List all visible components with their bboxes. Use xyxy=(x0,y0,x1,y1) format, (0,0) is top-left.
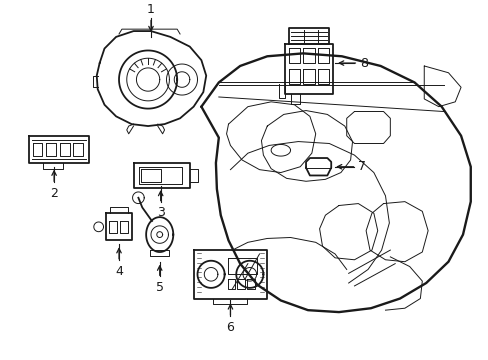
Text: 4: 4 xyxy=(115,265,122,278)
Text: 5: 5 xyxy=(155,281,163,294)
Text: 7: 7 xyxy=(358,160,366,173)
Text: 1: 1 xyxy=(147,3,155,15)
Text: 6: 6 xyxy=(226,321,234,334)
Text: 8: 8 xyxy=(360,57,367,69)
Text: 3: 3 xyxy=(157,207,164,220)
Text: 2: 2 xyxy=(50,187,58,200)
